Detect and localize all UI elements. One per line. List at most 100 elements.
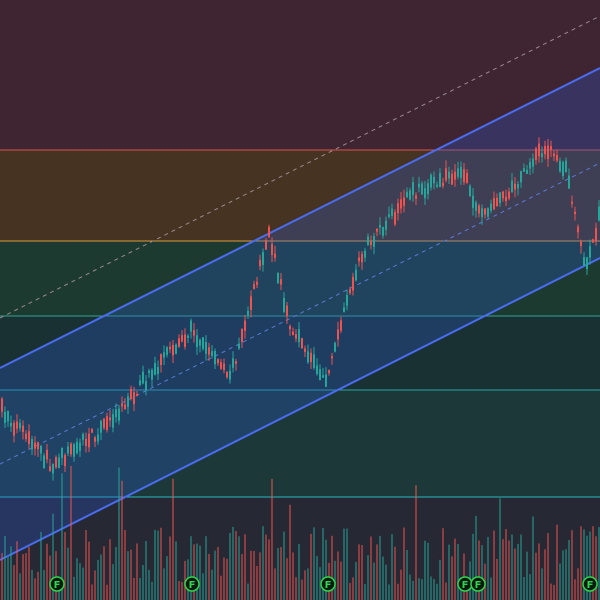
volume-bar	[313, 527, 315, 600]
candle-body	[397, 203, 399, 214]
candle-body	[373, 235, 375, 247]
candle-body	[589, 246, 591, 258]
volume-bar	[301, 579, 303, 600]
candle-body	[118, 408, 120, 421]
volume-bar	[355, 561, 357, 600]
candle-body	[136, 394, 138, 397]
volume-bar	[286, 558, 288, 600]
candle-body	[592, 239, 594, 243]
volume-bar	[253, 550, 255, 600]
volume-bar	[415, 485, 417, 600]
candle-body	[103, 418, 105, 428]
volume-bar	[538, 543, 540, 600]
candle-body	[298, 329, 300, 343]
candle-body	[217, 359, 219, 364]
volume-bar	[316, 556, 318, 600]
candle-body	[559, 160, 561, 172]
candle-body	[97, 434, 99, 442]
candle-body	[379, 225, 381, 228]
volume-bar	[370, 536, 372, 600]
volume-bar	[562, 550, 564, 600]
volume-bar	[52, 513, 54, 600]
candle-body	[241, 328, 243, 343]
volume-bar	[556, 524, 558, 600]
candle-body	[325, 374, 327, 387]
candle-body	[292, 331, 294, 336]
volume-bar	[55, 551, 57, 600]
volume-bar	[91, 584, 93, 600]
volume-bar	[169, 536, 171, 600]
volume-bar	[565, 549, 567, 600]
marker-label: F	[54, 580, 61, 591]
volume-bar	[436, 583, 438, 600]
volume-bar	[85, 530, 87, 600]
volume-bar	[118, 467, 120, 600]
candle-body	[154, 363, 156, 375]
volume-bar	[397, 583, 399, 600]
volume-bar	[235, 531, 237, 600]
volume-bar	[139, 577, 141, 600]
volume-bar	[157, 530, 159, 600]
volume-bar	[223, 557, 225, 600]
candle-body	[511, 180, 513, 193]
volume-bar	[580, 526, 582, 600]
candle-body	[295, 334, 297, 339]
candle-body	[517, 183, 519, 189]
volume-bar	[574, 579, 576, 600]
volume-bar	[388, 584, 390, 600]
candle-body	[208, 347, 210, 355]
volume-bar	[331, 535, 333, 600]
candle-body	[112, 414, 114, 428]
candle-body	[469, 185, 471, 197]
candle-body	[430, 174, 432, 188]
volume-bar	[142, 565, 144, 600]
volume-bar	[517, 543, 519, 600]
volume-bar	[493, 530, 495, 600]
volume-bar	[571, 530, 573, 600]
volume-bar	[481, 545, 483, 600]
candle-body	[457, 168, 459, 177]
volume-bar	[448, 544, 450, 600]
volume-bar	[127, 551, 129, 600]
candle-body	[481, 208, 483, 217]
candle-body	[433, 176, 435, 184]
volume-bar	[121, 480, 123, 600]
volume-bar	[490, 577, 492, 600]
candle-body	[313, 354, 315, 368]
volume-bar	[526, 551, 528, 600]
volume-bar	[376, 544, 378, 600]
volume-bar	[244, 534, 246, 600]
candle-body	[151, 369, 153, 380]
volume-bar	[343, 528, 345, 600]
candle-body	[415, 195, 417, 199]
candle-body	[265, 240, 267, 250]
candle-body	[349, 289, 351, 294]
candle-body	[40, 445, 42, 454]
volume-bar	[349, 583, 351, 600]
volume-bar	[190, 536, 192, 600]
candle-body	[4, 411, 6, 423]
candle-body	[175, 344, 177, 354]
candle-body	[88, 433, 90, 448]
volume-bar	[298, 544, 300, 600]
candle-body	[16, 421, 18, 429]
candle-body	[316, 365, 318, 375]
candle-body	[160, 354, 162, 365]
volume-bar	[496, 558, 498, 600]
volume-bar	[28, 546, 30, 600]
volume-bar	[340, 561, 342, 600]
volume-bar	[451, 556, 453, 600]
candle-body	[472, 195, 474, 208]
channel-upper	[0, 67, 600, 369]
volume-bar	[34, 578, 36, 600]
marker-label: F	[475, 580, 482, 591]
candle-body	[547, 145, 549, 160]
candle-body	[595, 227, 597, 241]
volume-bar	[364, 584, 366, 600]
volume-bar	[214, 550, 216, 600]
volume-bar	[178, 581, 180, 600]
candle-body	[100, 420, 102, 433]
volume-bar	[271, 478, 273, 600]
